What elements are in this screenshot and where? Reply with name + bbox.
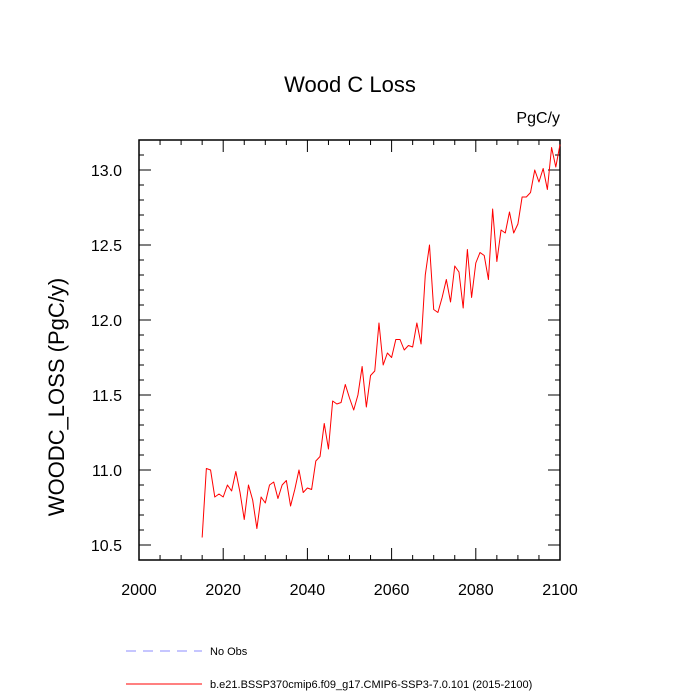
units-label: PgC/y	[516, 110, 560, 127]
plot-frame	[138, 139, 561, 561]
series-line	[201, 144, 561, 538]
legend-label: No Obs	[210, 646, 248, 658]
series-group	[201, 144, 561, 538]
x-tick-label: 2020	[205, 582, 241, 599]
y-tick-label: 13.0	[91, 163, 122, 180]
y-tick-label: 11.0	[92, 463, 122, 480]
x-tick-label: 2000	[121, 582, 157, 599]
legend: No Obs b.e21.BSSP370cmip6.f09_g17.CMIP6-S…	[126, 646, 532, 691]
y-axis-label: WOODC_LOSS (PgC/y)	[44, 278, 69, 516]
y-tick-label: 11.5	[92, 388, 122, 405]
x-tick-label: 2080	[458, 582, 494, 599]
x-tick-label: 2100	[542, 582, 578, 599]
chart-title: Wood C Loss	[284, 72, 416, 97]
y-tick-label: 12.0	[91, 313, 122, 330]
x-tick-label: 2040	[290, 582, 326, 599]
axis-ticks	[138, 139, 561, 561]
x-tick-label: 2060	[374, 582, 410, 599]
legend-label: b.e21.BSSP370cmip6.f09_g17.CMIP6-SSP3-7.…	[210, 679, 532, 691]
y-tick-label: 10.5	[91, 538, 122, 555]
axis-tick-labels: 2000 2020 2040 2060 2080 2100 10.5 11.0 11.5 12.0…	[91, 163, 578, 599]
y-tick-label: 12.5	[91, 238, 122, 255]
